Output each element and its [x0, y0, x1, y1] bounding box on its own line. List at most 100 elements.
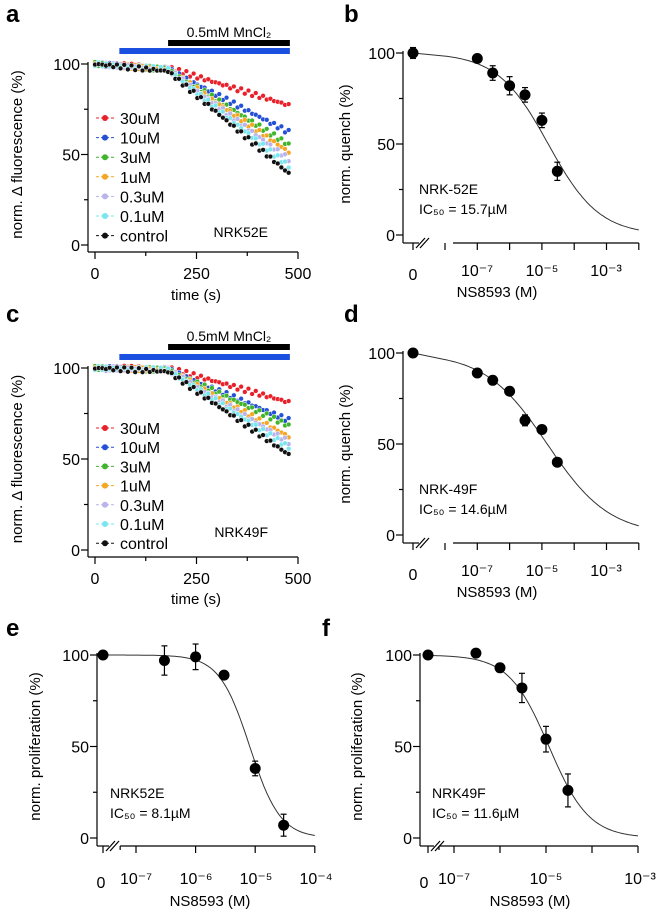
trace-point-30uM: [253, 90, 259, 96]
trace-point-control: [143, 64, 149, 71]
legend-marker: [102, 425, 108, 431]
trace-point-30uM: [260, 93, 266, 99]
cell-line-label: NRK52E: [110, 785, 164, 801]
trace-point-10uM: [278, 123, 285, 129]
data-point: [190, 651, 202, 663]
trace-point-control: [205, 101, 211, 107]
data-point: [407, 47, 419, 59]
x-tick-label: 250: [183, 571, 210, 588]
trace-point-30uM: [231, 83, 237, 90]
trace-point-control: [275, 160, 281, 167]
trace-point-control: [238, 128, 244, 135]
data-point: [551, 456, 563, 468]
panel-letter-e: e: [6, 615, 19, 642]
trace-point-3uM: [286, 421, 292, 428]
data-point: [516, 682, 528, 694]
trace-point-3uM: [216, 389, 222, 395]
trace-point-1uM: [271, 138, 277, 144]
y-axis-label: norm. Δ fluorescence (%): [9, 70, 26, 238]
trace-point-3uM: [271, 414, 277, 420]
legend-marker: [102, 521, 108, 527]
trace-point-3uM: [264, 410, 270, 417]
y-tick-label: 50: [377, 137, 395, 154]
ic50-label: IC₅₀ = 11.6µM: [432, 805, 519, 821]
trace-point-30uM: [249, 93, 255, 99]
trace-point-control: [278, 447, 285, 453]
trace-point-control: [125, 66, 131, 73]
y-tick-label: 50: [62, 148, 80, 165]
trace-point-30uM: [286, 101, 292, 107]
legend-label: 0.1uM: [120, 209, 164, 226]
x-tick-label: 10⁻⁷: [438, 871, 470, 888]
trace-point-control: [117, 65, 124, 72]
trace-point-10uM: [216, 91, 222, 97]
data-point: [504, 80, 516, 92]
data-point: [97, 649, 109, 661]
x-tick-label: 0: [409, 567, 418, 584]
trace-point-1uM: [249, 122, 255, 128]
x-tick-label: 0: [91, 571, 100, 588]
ic50-label: IC₅₀ = 8.1µM: [110, 805, 191, 821]
ic50-label: IC₅₀ = 15.7µM: [419, 201, 507, 217]
trace-point-1uM: [264, 420, 270, 426]
trace-point-30uM: [260, 390, 266, 397]
cell-line-label: NRK49F: [432, 785, 486, 801]
legend-label: 0.3uM: [120, 498, 164, 515]
trace-point-control: [267, 437, 274, 444]
data-point: [562, 784, 574, 796]
y-axis-label: norm. proliferation (%): [349, 672, 366, 820]
y-tick-label: 0: [71, 238, 80, 255]
trace-point-0.1uM: [220, 400, 226, 406]
trace-point-control: [132, 67, 138, 73]
legend-marker: [102, 115, 108, 121]
x-axis-label: time (s): [171, 287, 221, 304]
trace-point-0.1uM: [267, 430, 274, 437]
trace-point-control: [245, 134, 252, 140]
trace-point-3uM: [231, 397, 237, 403]
data-point: [278, 819, 290, 831]
trace-point-30uM: [234, 88, 241, 94]
trace-point-10uM: [231, 98, 237, 105]
legend-marker: [102, 134, 108, 141]
trace-point-0.1uM: [286, 446, 292, 452]
trace-point-control: [183, 379, 190, 385]
panel-letter-b: b: [344, 1, 359, 28]
trace-point-control: [106, 61, 113, 68]
trace-point-30uM: [183, 68, 190, 74]
trace-point-30uM: [234, 386, 241, 393]
legend-label: control: [120, 536, 168, 553]
trace-point-control: [125, 369, 131, 375]
trace-point-0.3uM: [242, 411, 248, 417]
trace-point-control: [136, 365, 142, 371]
legend-label: control: [120, 229, 168, 246]
trace-point-control: [106, 365, 113, 371]
trace-point-3uM: [264, 126, 270, 132]
axis-break-icon: [415, 237, 426, 249]
x-tick-label: 10⁻⁴: [299, 871, 332, 888]
trace-point-control: [128, 62, 135, 69]
x-tick-label: 10⁻⁷: [120, 871, 152, 888]
trace-point-control: [238, 417, 244, 423]
trace-point-control: [121, 62, 127, 68]
x-tick-label: 10⁻³: [624, 871, 656, 888]
trace-point-control: [191, 384, 197, 390]
trace-point-30uM: [267, 96, 274, 102]
y-tick-label: 100: [368, 46, 395, 63]
trace-point-control: [278, 164, 285, 171]
trace-point-3uM: [256, 407, 263, 413]
trace-point-control: [176, 76, 182, 82]
y-axis-label: norm. quench (%): [337, 384, 354, 503]
trace-point-3uM: [256, 121, 263, 128]
trace-point-control: [110, 367, 116, 373]
trace-point-control: [143, 366, 149, 372]
cell-line-label: NRK-52E: [419, 181, 478, 197]
trace-point-control: [198, 94, 204, 100]
data-point: [536, 423, 548, 435]
trace-point-0.3uM: [227, 110, 233, 117]
trace-point-1uM: [256, 127, 263, 133]
trace-point-30uM: [205, 375, 211, 382]
trace-point-control: [260, 147, 266, 153]
x-axis-label: NS8593 (M): [457, 584, 538, 601]
axis-break-icon: [419, 537, 430, 549]
trace-point-control: [253, 140, 259, 147]
